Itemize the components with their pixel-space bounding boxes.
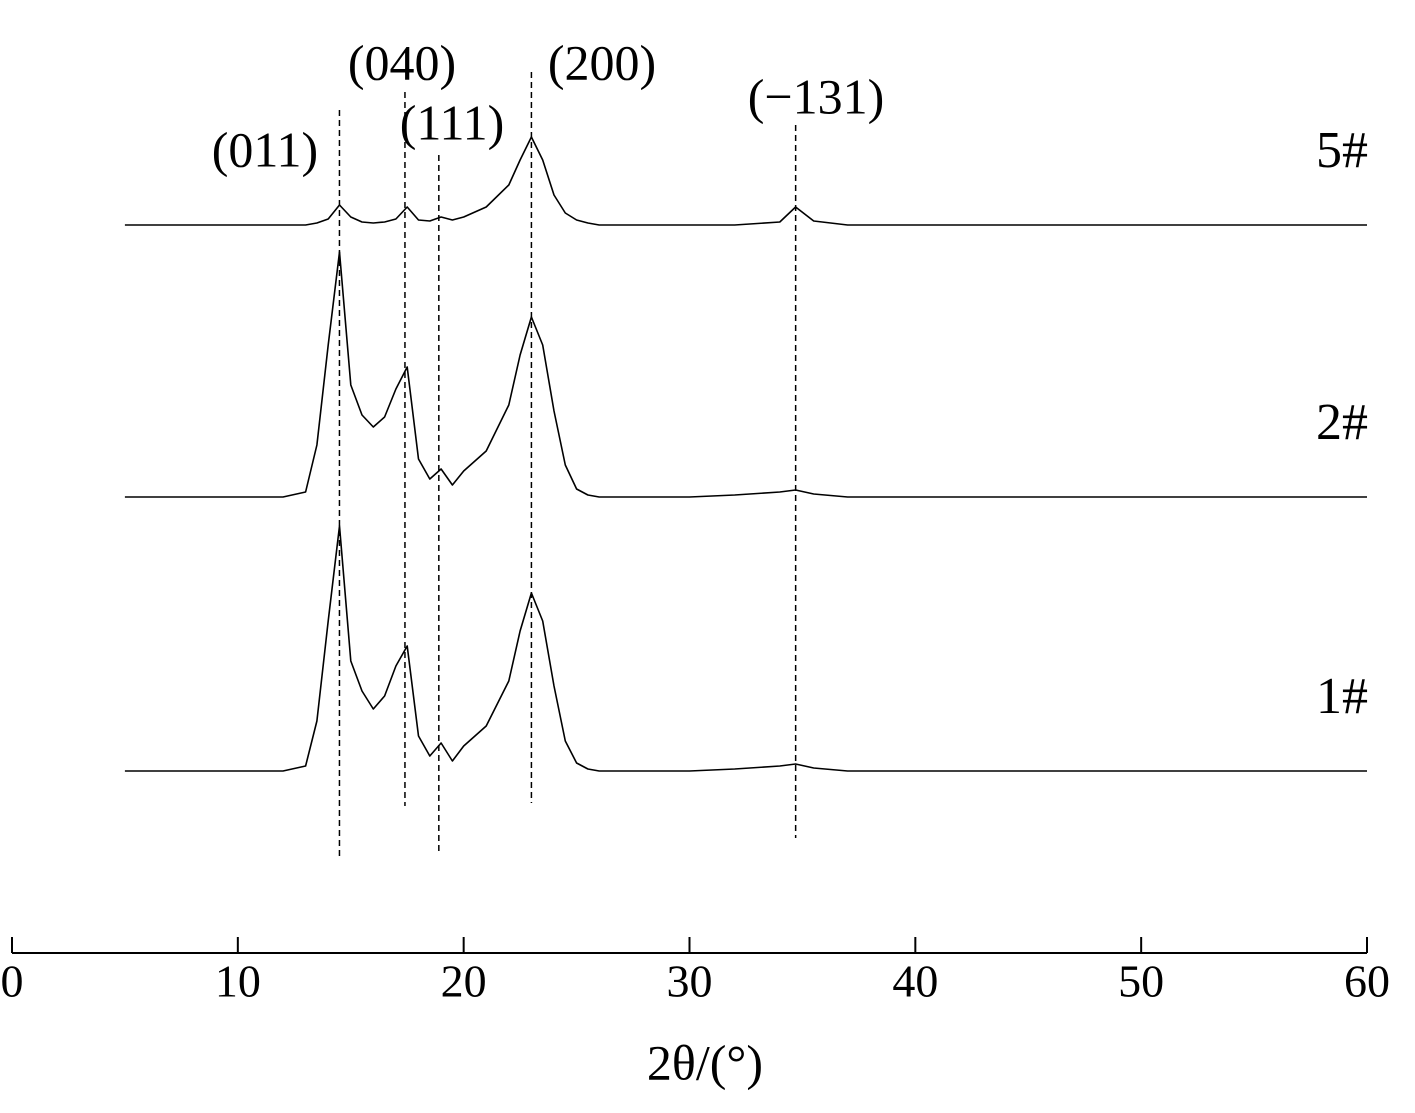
- xrd-line: [124, 251, 1367, 498]
- series-label: 1#: [1316, 668, 1368, 725]
- series-label: 2#: [1316, 394, 1368, 451]
- annotation: (011): [212, 121, 318, 177]
- xrd-line: [124, 136, 1367, 226]
- annotation: (040): [348, 34, 456, 90]
- x-tick-label: 10: [215, 956, 261, 1007]
- x-tick-label: 40: [892, 956, 938, 1007]
- x-axis-title: 2θ/(°): [647, 1034, 763, 1090]
- x-tick-label: 60: [1344, 956, 1390, 1007]
- annotation: (−131): [748, 68, 885, 124]
- x-tick-label: 20: [441, 956, 487, 1007]
- xrd-line: [124, 525, 1367, 772]
- annotation: (111): [400, 94, 505, 150]
- x-tick-label: 0: [1, 956, 24, 1007]
- x-tick-label: 50: [1118, 956, 1164, 1007]
- x-tick-label: 30: [667, 956, 713, 1007]
- annotation: (200): [548, 34, 656, 90]
- series-label: 5#: [1316, 122, 1368, 179]
